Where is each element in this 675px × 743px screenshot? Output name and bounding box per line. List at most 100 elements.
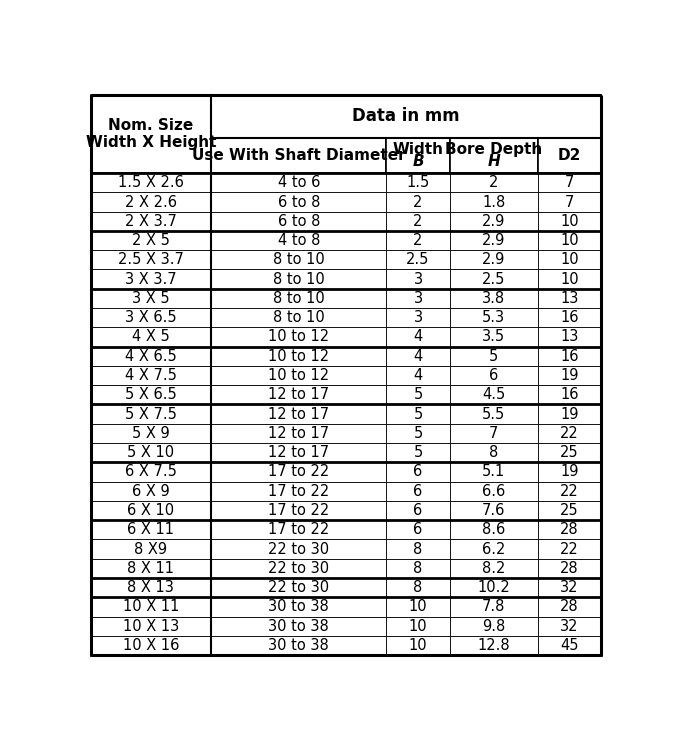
- Text: 5: 5: [413, 445, 423, 460]
- Bar: [450, 137, 538, 173]
- Text: Data in mm: Data in mm: [352, 108, 460, 126]
- Text: 6: 6: [413, 484, 423, 499]
- Bar: [450, 173, 538, 192]
- Text: 8: 8: [489, 445, 498, 460]
- Text: 13: 13: [560, 329, 578, 345]
- Bar: [538, 501, 601, 520]
- Bar: [386, 539, 450, 559]
- Text: 6 X 7.5: 6 X 7.5: [125, 464, 177, 479]
- Bar: [538, 308, 601, 328]
- Bar: [90, 173, 211, 192]
- Bar: [90, 617, 211, 636]
- Bar: [90, 366, 211, 385]
- Text: 8: 8: [413, 561, 423, 576]
- Bar: [90, 347, 211, 366]
- Text: 7: 7: [565, 195, 574, 210]
- Text: 22: 22: [560, 484, 579, 499]
- Text: 6.6: 6.6: [482, 484, 506, 499]
- Text: 5 X 6.5: 5 X 6.5: [125, 387, 177, 402]
- Bar: [386, 328, 450, 347]
- Bar: [450, 617, 538, 636]
- Text: 6 X 11: 6 X 11: [128, 522, 174, 537]
- Bar: [450, 308, 538, 328]
- Text: 7: 7: [489, 426, 498, 441]
- Bar: [450, 481, 538, 501]
- Text: D2: D2: [558, 148, 581, 163]
- Bar: [211, 462, 386, 481]
- Bar: [211, 481, 386, 501]
- Bar: [450, 539, 538, 559]
- Bar: [90, 501, 211, 520]
- Text: 2.5 X 3.7: 2.5 X 3.7: [118, 253, 184, 267]
- Bar: [450, 270, 538, 289]
- Text: 1.5: 1.5: [406, 175, 430, 190]
- Text: 32: 32: [560, 619, 578, 634]
- Text: 3 X 5: 3 X 5: [132, 291, 169, 306]
- Text: 2.5: 2.5: [482, 272, 506, 287]
- Bar: [538, 578, 601, 597]
- Bar: [450, 347, 538, 366]
- Text: 5: 5: [489, 348, 498, 364]
- Text: 16: 16: [560, 387, 578, 402]
- Bar: [538, 462, 601, 481]
- Bar: [450, 520, 538, 539]
- Bar: [90, 539, 211, 559]
- Text: 45: 45: [560, 638, 578, 653]
- Bar: [90, 289, 211, 308]
- Text: 10 X 16: 10 X 16: [123, 638, 179, 653]
- Text: 12.8: 12.8: [477, 638, 510, 653]
- Text: 2.5: 2.5: [406, 253, 430, 267]
- Text: 2: 2: [413, 195, 423, 210]
- Bar: [538, 231, 601, 250]
- Text: B: B: [412, 154, 424, 169]
- Bar: [90, 212, 211, 231]
- Bar: [211, 328, 386, 347]
- Bar: [538, 192, 601, 212]
- Bar: [90, 385, 211, 404]
- Bar: [538, 443, 601, 462]
- Text: 30 to 38: 30 to 38: [269, 638, 329, 653]
- Text: 5: 5: [413, 387, 423, 402]
- Text: 22 to 30: 22 to 30: [268, 580, 329, 595]
- Bar: [450, 404, 538, 424]
- Bar: [386, 404, 450, 424]
- Text: 8 X 13: 8 X 13: [128, 580, 174, 595]
- Bar: [450, 501, 538, 520]
- Text: 16: 16: [560, 310, 578, 325]
- Text: 28: 28: [560, 561, 579, 576]
- Bar: [386, 462, 450, 481]
- Text: 22: 22: [560, 426, 579, 441]
- Text: 4: 4: [413, 348, 423, 364]
- Text: 12 to 17: 12 to 17: [268, 387, 329, 402]
- Bar: [450, 328, 538, 347]
- Text: 4: 4: [413, 329, 423, 345]
- Text: 3.8: 3.8: [482, 291, 506, 306]
- Bar: [211, 289, 386, 308]
- Bar: [538, 270, 601, 289]
- Bar: [450, 250, 538, 270]
- Text: 8: 8: [413, 580, 423, 595]
- Text: 2: 2: [413, 214, 423, 229]
- Text: 28: 28: [560, 522, 579, 537]
- Bar: [90, 559, 211, 578]
- Bar: [538, 328, 601, 347]
- Text: H: H: [487, 154, 500, 169]
- Bar: [211, 617, 386, 636]
- Text: 9.8: 9.8: [482, 619, 506, 634]
- Text: Use With Shaft Diameter: Use With Shaft Diameter: [192, 148, 406, 163]
- Bar: [211, 270, 386, 289]
- Bar: [538, 366, 601, 385]
- Bar: [211, 597, 386, 617]
- Text: 10: 10: [560, 253, 579, 267]
- Text: 2: 2: [489, 175, 498, 190]
- Text: 5 X 10: 5 X 10: [128, 445, 174, 460]
- Text: 3 X 6.5: 3 X 6.5: [125, 310, 177, 325]
- Text: 8 to 10: 8 to 10: [273, 310, 325, 325]
- Bar: [386, 443, 450, 462]
- Text: 4.5: 4.5: [482, 387, 506, 402]
- Bar: [211, 137, 386, 173]
- Bar: [386, 347, 450, 366]
- Bar: [538, 636, 601, 655]
- Text: 25: 25: [560, 503, 579, 518]
- Bar: [211, 636, 386, 655]
